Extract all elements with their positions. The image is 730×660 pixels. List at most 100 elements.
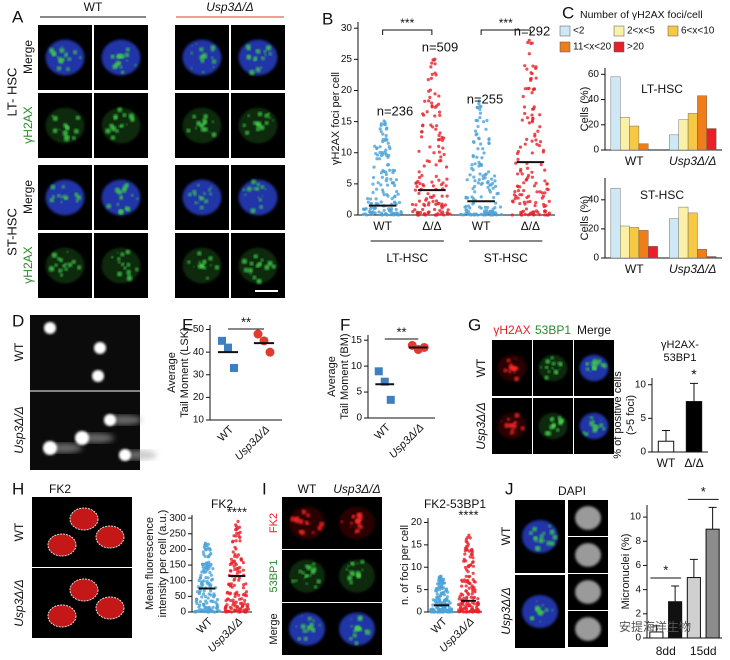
focus [197, 201, 200, 204]
y-tick-label: 0 [593, 145, 599, 156]
dot-cloud [424, 198, 428, 202]
focus [361, 568, 364, 572]
dot-cloud [396, 192, 400, 196]
bar [685, 401, 703, 453]
y-tick-label: 20 [588, 119, 600, 130]
dot-cloud [461, 607, 465, 611]
group-label: ST-HSC [484, 251, 528, 265]
error-bar [708, 506, 717, 530]
data-point [230, 363, 238, 372]
dot-cloud [470, 592, 474, 596]
dot-cloud [241, 568, 245, 572]
focus [214, 265, 220, 270]
group-label: 15dd [690, 644, 717, 658]
dot-cloud [441, 210, 445, 214]
dot-cloud [237, 525, 242, 529]
dot-cloud [477, 99, 481, 103]
y-axis-label: Tail Moment (BM) [339, 333, 351, 419]
focus [508, 423, 513, 428]
dot-cloud [372, 165, 376, 169]
focus [349, 580, 353, 585]
dot-cloud [238, 597, 242, 601]
dot-cloud [229, 606, 234, 611]
dot-cloud [491, 207, 495, 211]
focus [244, 193, 247, 196]
dot-cloud [238, 601, 243, 606]
focus [75, 115, 81, 121]
y-tick-label: 15 [351, 335, 363, 346]
focus [210, 45, 216, 51]
focus [77, 265, 82, 270]
dot-cloud [481, 174, 485, 178]
dot-cloud [379, 183, 383, 187]
focus [48, 265, 55, 272]
dot-cloud [530, 151, 534, 155]
dot-cloud [203, 594, 208, 599]
focus [506, 417, 511, 421]
focus [539, 607, 542, 610]
focus [62, 268, 64, 271]
sig-label: **** [458, 507, 478, 522]
dot-cloud [522, 188, 526, 193]
label: Usp3Δ/Δ [333, 482, 380, 496]
dot-cloud [470, 166, 474, 170]
y-tick-label: 0 [416, 607, 422, 618]
dot-cloud [433, 62, 437, 66]
y-tick-label: 6 [635, 560, 641, 571]
focus [192, 189, 197, 195]
dot-cloud [417, 170, 421, 174]
error-bar [689, 558, 698, 578]
dot-cloud [235, 555, 239, 559]
focus [350, 561, 355, 566]
dot-cloud [385, 213, 389, 217]
focus [306, 564, 312, 571]
dot-cloud [467, 603, 471, 608]
focus [186, 128, 191, 133]
dot-cloud [202, 589, 206, 593]
dot-cloud [422, 113, 426, 117]
dot-cloud [237, 578, 241, 582]
panel-letter: D [12, 311, 24, 330]
dot-cloud [441, 610, 445, 614]
focus [306, 513, 311, 518]
dot-cloud [535, 142, 539, 146]
dot-cloud [440, 135, 444, 140]
focus [206, 276, 210, 280]
dot-cloud [199, 608, 203, 612]
dot-cloud [436, 595, 440, 599]
dot-cloud [204, 541, 208, 545]
focus [260, 66, 263, 69]
dot-cloud [396, 213, 401, 217]
focus [536, 611, 539, 614]
dot-cloud [441, 181, 445, 185]
focus [126, 275, 133, 282]
focus [272, 119, 274, 122]
bar [678, 119, 689, 151]
y-tick-label: 100 [169, 575, 186, 586]
bar [657, 440, 675, 453]
dot-cloud [234, 563, 238, 567]
dot-cloud [467, 586, 471, 590]
legend-label: <2 [573, 26, 585, 37]
dot-cloud [200, 580, 204, 584]
panel-letter: F [340, 315, 350, 334]
focus [203, 127, 209, 132]
dot-cloud [483, 209, 487, 213]
nucleus [45, 39, 85, 76]
dot-cloud [413, 208, 417, 212]
dot-cloud [426, 77, 430, 82]
dot-cloud [433, 92, 437, 96]
dot-cloud [467, 592, 471, 597]
dot-cloud [387, 145, 391, 149]
dot-cloud [234, 600, 238, 604]
dot-cloud [431, 598, 435, 602]
dot-cloud [536, 129, 540, 133]
dot-cloud [427, 210, 431, 214]
dot-cloud [193, 609, 198, 614]
focus [255, 49, 261, 54]
focus [71, 259, 76, 264]
focus [211, 120, 215, 123]
panel-letter: E [182, 315, 193, 334]
x-tick-label: WT [657, 456, 676, 470]
